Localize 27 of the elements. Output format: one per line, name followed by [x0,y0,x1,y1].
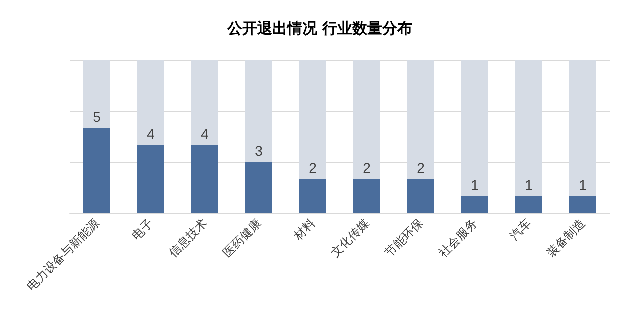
bar [408,179,434,213]
x-tick-label: 电力设备与新能源 [24,216,102,294]
bar [516,196,542,213]
chart-title: 公开退出情况 行业数量分布 [226,20,413,38]
data-label: 5 [93,109,102,125]
x-tick-label: 汽车 [507,216,534,243]
x-tick-label: 社会服务 [436,216,480,260]
bar [300,179,326,213]
bar [570,196,596,213]
data-label: 2 [363,160,372,176]
data-label: 4 [201,126,210,142]
bar [462,196,488,213]
data-label: 1 [579,177,588,193]
x-tick-label: 信息技术 [166,216,210,260]
data-label: 3 [255,143,264,159]
data-label: 4 [147,126,156,142]
x-tick-label: 文化传媒 [328,216,372,260]
bar [354,179,380,213]
x-tick-label: 节能环保 [382,216,426,260]
data-label: 2 [309,160,318,176]
x-tick-label: 电子 [129,216,156,243]
data-label: 1 [525,177,534,193]
x-tick-label: 医药健康 [220,216,264,260]
data-label: 1 [471,177,480,193]
x-tick-label: 材料 [290,216,318,244]
data-label: 2 [417,160,426,176]
x-tick-label: 装备制造 [544,216,588,260]
